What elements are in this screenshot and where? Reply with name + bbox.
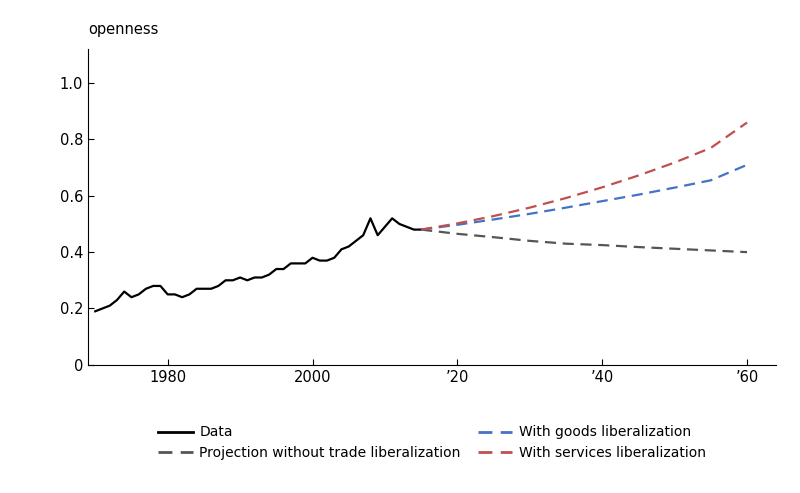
Data	[98, 306, 107, 312]
Data	[286, 260, 295, 266]
With goods liberalization	[416, 227, 426, 233]
Data	[257, 275, 266, 281]
Line: With goods liberalization: With goods liberalization	[421, 165, 747, 230]
Projection without trade liberalization	[453, 231, 462, 237]
Projection without trade liberalization	[598, 242, 607, 248]
Data	[322, 258, 332, 264]
Data	[235, 275, 245, 281]
Projection without trade liberalization	[670, 246, 679, 252]
Data	[409, 227, 418, 233]
Data	[90, 308, 100, 314]
Data	[214, 283, 223, 289]
Legend: Data, Projection without trade liberalization, With goods liberalization, With s: Data, Projection without trade liberaliz…	[158, 425, 706, 460]
Data	[192, 286, 202, 292]
Data	[330, 255, 339, 261]
Text: openness: openness	[88, 22, 158, 36]
Data	[380, 224, 390, 230]
Data	[264, 272, 274, 278]
With goods liberalization	[742, 162, 752, 168]
Data	[250, 275, 259, 281]
Line: With services liberalization: With services liberalization	[421, 123, 747, 230]
With goods liberalization	[453, 222, 462, 228]
With services liberalization	[598, 184, 607, 190]
With services liberalization	[634, 173, 643, 178]
Projection without trade liberalization	[634, 244, 643, 250]
Data	[163, 291, 173, 297]
With services liberalization	[525, 205, 534, 211]
With goods liberalization	[525, 211, 534, 217]
Data	[221, 278, 230, 283]
Projection without trade liberalization	[489, 234, 498, 240]
With goods liberalization	[489, 216, 498, 222]
Data	[105, 303, 114, 309]
With goods liberalization	[706, 177, 716, 183]
Data	[141, 286, 150, 292]
Data	[119, 288, 129, 294]
Projection without trade liberalization	[525, 238, 534, 244]
Data	[156, 283, 166, 289]
With services liberalization	[561, 195, 570, 201]
Data	[112, 297, 122, 303]
Data	[206, 286, 216, 292]
Projection without trade liberalization	[561, 241, 570, 246]
With services liberalization	[416, 227, 426, 233]
Projection without trade liberalization	[706, 247, 716, 253]
With services liberalization	[489, 213, 498, 219]
Projection without trade liberalization	[742, 249, 752, 255]
Data	[373, 232, 382, 238]
With services liberalization	[670, 160, 679, 166]
Data	[301, 260, 310, 266]
With services liberalization	[453, 220, 462, 226]
Data	[402, 224, 411, 230]
Data	[178, 294, 187, 300]
With services liberalization	[742, 120, 752, 126]
With services liberalization	[706, 145, 716, 151]
With goods liberalization	[670, 185, 679, 191]
Data	[228, 278, 238, 283]
Data	[344, 244, 354, 249]
Data	[185, 291, 194, 297]
Data	[271, 266, 281, 272]
Data	[394, 221, 404, 227]
Data	[126, 294, 136, 300]
With goods liberalization	[598, 198, 607, 204]
Data	[387, 215, 397, 221]
Line: Projection without trade liberalization: Projection without trade liberalization	[421, 230, 747, 252]
Data	[308, 255, 318, 261]
Data	[148, 283, 158, 289]
Line: Data: Data	[95, 218, 421, 311]
Data	[199, 286, 209, 292]
Data	[366, 215, 375, 221]
Data	[358, 232, 368, 238]
With goods liberalization	[561, 205, 570, 211]
Data	[170, 291, 180, 297]
Data	[315, 258, 325, 264]
Data	[134, 291, 143, 297]
Data	[294, 260, 303, 266]
With goods liberalization	[634, 192, 643, 198]
Data	[278, 266, 288, 272]
Data	[242, 278, 252, 283]
Projection without trade liberalization	[416, 227, 426, 233]
Data	[337, 246, 346, 252]
Data	[416, 227, 426, 233]
Data	[351, 238, 361, 244]
